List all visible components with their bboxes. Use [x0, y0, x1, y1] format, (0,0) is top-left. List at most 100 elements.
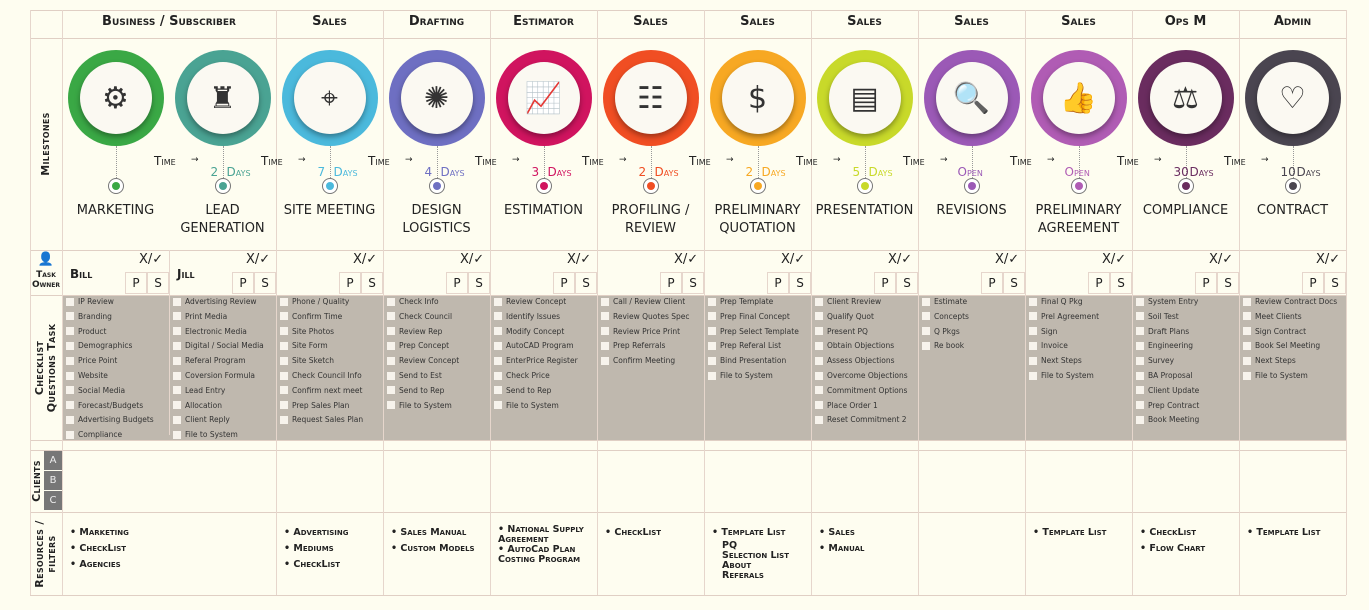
milestone-ring[interactable]: 📈 — [495, 50, 592, 146]
x-check-toggle[interactable]: X/✓ — [1209, 252, 1234, 267]
checklist-item[interactable]: Commitment Options — [815, 386, 907, 395]
checklist-item[interactable]: Meet Clients — [1243, 312, 1302, 321]
resource-item[interactable]: • CheckList — [284, 559, 341, 570]
milestone-dot[interactable] — [749, 178, 766, 194]
x-check-toggle[interactable]: X/✓ — [460, 252, 485, 267]
checkbox[interactable] — [601, 297, 609, 306]
checkbox[interactable] — [173, 327, 181, 336]
checklist-item[interactable]: Review Contract Docs — [1243, 297, 1337, 306]
milestone-ring[interactable]: ☷ — [602, 50, 699, 146]
checkbox[interactable] — [815, 401, 823, 410]
resource-item[interactable]: • CheckList — [605, 527, 662, 538]
checklist-item[interactable]: Q Pkgs — [922, 327, 960, 336]
checklist-item[interactable]: Site Sketch — [280, 356, 334, 365]
checklist-item[interactable]: Assess Objections — [815, 356, 895, 365]
checklist-item[interactable]: Prep Referal List — [708, 341, 781, 350]
checklist-item[interactable]: Book Sel Meeting — [1243, 341, 1320, 350]
checkbox[interactable] — [173, 312, 181, 321]
checkbox[interactable] — [387, 386, 395, 395]
checkbox[interactable] — [280, 297, 288, 306]
checkbox[interactable] — [922, 297, 930, 306]
checklist-item[interactable]: Sign — [1029, 327, 1057, 336]
checkbox[interactable] — [173, 371, 181, 380]
checkbox[interactable] — [387, 401, 395, 410]
resource-item[interactable]: • Template List — [712, 527, 786, 538]
checklist-item[interactable]: EnterPrice Register — [494, 356, 578, 365]
checklist-item[interactable]: Send to Rep — [494, 386, 551, 395]
checklist-item[interactable]: Confirm Meeting — [601, 356, 675, 365]
checkbox[interactable] — [1136, 327, 1144, 336]
checkbox[interactable] — [815, 297, 823, 306]
checkbox[interactable] — [280, 415, 288, 424]
p-cell[interactable]: P — [232, 272, 254, 294]
x-check-toggle[interactable]: X/✓ — [139, 252, 164, 267]
milestone-dot[interactable] — [1284, 178, 1301, 194]
checklist-item[interactable]: Site Form — [280, 341, 328, 350]
checklist-item[interactable]: Check Council — [387, 312, 452, 321]
p-cell[interactable]: P — [553, 272, 575, 294]
checkbox[interactable] — [1243, 297, 1251, 306]
p-cell[interactable]: P — [660, 272, 682, 294]
checkbox[interactable] — [66, 341, 74, 350]
checkbox[interactable] — [708, 356, 716, 365]
checklist-item[interactable]: Obtain Objections — [815, 341, 894, 350]
milestone-ring[interactable]: ⌖ — [281, 50, 378, 146]
checklist-item[interactable]: Prep Select Template — [708, 327, 799, 336]
checklist-item[interactable]: Prep Template — [708, 297, 773, 306]
checkbox[interactable] — [173, 430, 181, 439]
s-cell[interactable]: S — [147, 272, 169, 294]
checkbox[interactable] — [708, 297, 716, 306]
checklist-item[interactable]: Invoice — [1029, 341, 1068, 350]
checkbox[interactable] — [494, 401, 502, 410]
resource-item[interactable]: • Custom Models — [391, 543, 475, 554]
x-check-toggle[interactable]: X/✓ — [1102, 252, 1127, 267]
checkbox[interactable] — [708, 312, 716, 321]
checklist-item[interactable]: Prel Agreement — [1029, 312, 1099, 321]
checklist-item[interactable]: Place Order 1 — [815, 401, 878, 410]
resource-subitem[interactable]: About — [722, 560, 752, 571]
checklist-item[interactable]: Draft Plans — [1136, 327, 1189, 336]
milestone-dot[interactable] — [1177, 178, 1194, 194]
resource-item[interactable]: • CheckList — [70, 543, 127, 554]
checklist-item[interactable]: Request Sales Plan — [280, 415, 363, 424]
checklist-item[interactable]: Final Q Pkg — [1029, 297, 1083, 306]
checklist-item[interactable]: Survey — [1136, 356, 1174, 365]
checkbox[interactable] — [1136, 356, 1144, 365]
checkbox[interactable] — [1243, 312, 1251, 321]
s-cell[interactable]: S — [254, 272, 276, 294]
checkbox[interactable] — [66, 312, 74, 321]
checklist-item[interactable]: Product — [66, 327, 106, 336]
checklist-item[interactable]: Prep Concept — [387, 341, 449, 350]
checkbox[interactable] — [494, 327, 502, 336]
checklist-item[interactable]: Estimate — [922, 297, 967, 306]
checklist-item[interactable]: Phone / Quality — [280, 297, 349, 306]
resource-item[interactable]: • Sales Manual — [391, 527, 467, 538]
checklist-item[interactable]: Check Council Info — [280, 371, 362, 380]
p-cell[interactable]: P — [446, 272, 468, 294]
checklist-item[interactable]: Engineering — [1136, 341, 1193, 350]
checklist-item[interactable]: File to System — [1029, 371, 1094, 380]
p-cell[interactable]: P — [1302, 272, 1324, 294]
resource-item[interactable]: • Flow Chart — [1140, 543, 1206, 554]
checklist-item[interactable]: File to System — [387, 401, 452, 410]
checklist-item[interactable]: Call / Review Client — [601, 297, 685, 306]
checklist-item[interactable]: File to System — [708, 371, 773, 380]
checklist-item[interactable]: Present PQ — [815, 327, 868, 336]
checkbox[interactable] — [1243, 356, 1251, 365]
checkbox[interactable] — [1136, 401, 1144, 410]
resource-item[interactable]: • Template List — [1247, 527, 1321, 538]
milestone-dot[interactable] — [428, 178, 445, 194]
checkbox[interactable] — [922, 341, 930, 350]
checkbox[interactable] — [1136, 386, 1144, 395]
checkbox[interactable] — [280, 401, 288, 410]
checklist-item[interactable]: Client Update — [1136, 386, 1199, 395]
s-cell[interactable]: S — [575, 272, 597, 294]
checkbox[interactable] — [494, 297, 502, 306]
milestone-ring[interactable]: ⚖ — [1137, 50, 1234, 146]
s-cell[interactable]: S — [1110, 272, 1132, 294]
checkbox[interactable] — [66, 386, 74, 395]
resource-item[interactable]: • CheckList — [1140, 527, 1197, 538]
checkbox[interactable] — [815, 356, 823, 365]
checkbox[interactable] — [1029, 341, 1037, 350]
checkbox[interactable] — [387, 341, 395, 350]
